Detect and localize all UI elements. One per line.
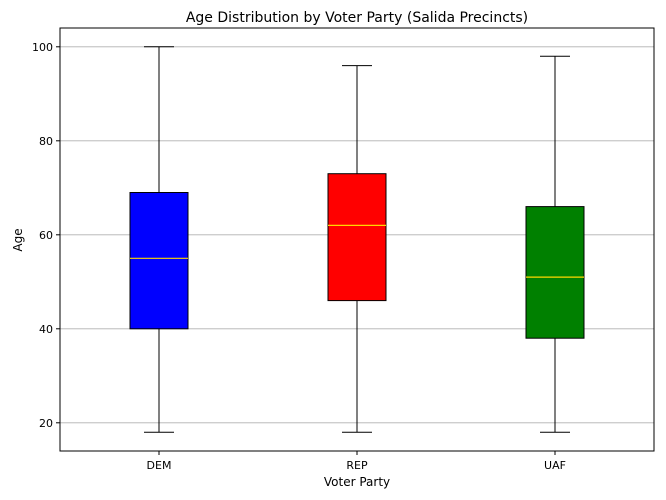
box-iqr — [327, 173, 387, 302]
box-rep — [327, 65, 387, 433]
x-axis: DEM REP UAF — [147, 451, 566, 472]
x-tick-label: REP — [346, 459, 368, 472]
y-tick-label: 20 — [39, 417, 53, 430]
box-iqr — [525, 206, 585, 339]
y-tick-label: 40 — [39, 323, 53, 336]
box-iqr — [129, 192, 189, 330]
y-tick-label: 100 — [32, 41, 53, 54]
y-axis-label: Age — [11, 228, 25, 251]
y-tick-label: 80 — [39, 135, 53, 148]
x-axis-label: Voter Party — [324, 475, 390, 489]
y-axis: 20 40 60 80 100 — [32, 41, 60, 430]
x-tick-label: DEM — [147, 459, 172, 472]
x-tick-label: UAF — [544, 459, 566, 472]
boxes — [129, 46, 585, 433]
y-tick-label: 60 — [39, 229, 53, 242]
box-uaf — [525, 55, 585, 433]
box-dem — [129, 46, 189, 433]
chart-title: Age Distribution by Voter Party (Salida … — [186, 10, 528, 26]
